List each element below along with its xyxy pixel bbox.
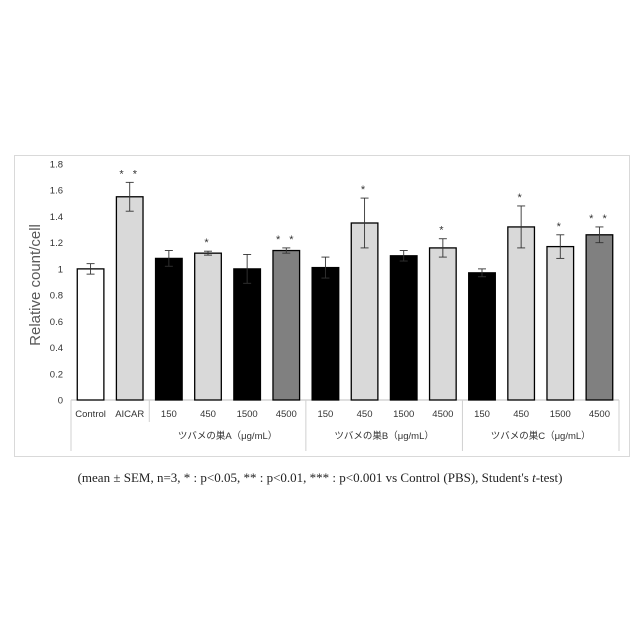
significance-marker: * xyxy=(518,192,525,204)
y-tick-label: 0 xyxy=(58,396,63,407)
significance-marker: * xyxy=(557,221,564,233)
caption-suffix: -test) xyxy=(536,470,563,485)
bar xyxy=(430,248,457,400)
caption-prefix: (mean ± SEM, n=3, * : p<0.05, ** : p<0.0… xyxy=(78,470,532,485)
bar xyxy=(77,269,104,400)
bar xyxy=(586,235,613,400)
bar xyxy=(547,247,574,400)
significance-marker: * * xyxy=(589,213,610,225)
y-tick-label: 1.4 xyxy=(50,212,63,223)
x-tick-label: 150 xyxy=(317,409,333,420)
x-tick-label: 4500 xyxy=(589,409,610,420)
x-tick-label: 4500 xyxy=(276,409,297,420)
y-tick-label: 1.8 xyxy=(50,160,63,171)
y-axis-label: Relative count/cell xyxy=(27,224,44,346)
bar-chart: Relative count/cell 0 0.2 0.4 0.6 0.8 1 1.2 1.4… xyxy=(14,155,630,457)
bar xyxy=(469,273,496,400)
x-tick-label: 150 xyxy=(474,409,490,420)
group-label: ツバメの巣A（μg/mL） xyxy=(178,430,277,442)
x-tick-label: 150 xyxy=(161,409,177,420)
significance-marker: * xyxy=(361,184,368,196)
bar xyxy=(234,269,261,400)
bar xyxy=(390,256,417,400)
x-tick-label: 1500 xyxy=(550,409,571,420)
bar xyxy=(273,251,300,400)
significance-marker: * xyxy=(204,237,211,249)
y-tick-label: 0.2 xyxy=(50,369,63,380)
x-tick-label: 1500 xyxy=(237,409,258,420)
group-label: ツバメの巣C（μg/mL） xyxy=(491,430,591,442)
x-tick-label: Control xyxy=(75,409,106,420)
figure-caption: (mean ± SEM, n=3, * : p<0.05, ** : p<0.0… xyxy=(0,470,640,486)
x-tick-label: 450 xyxy=(513,409,529,420)
x-tick-label: 450 xyxy=(200,409,216,420)
x-tick-label: 450 xyxy=(357,409,373,420)
x-tick-label: AICAR xyxy=(115,409,144,420)
bar xyxy=(116,197,143,400)
y-tick-label: 1.6 xyxy=(50,186,63,197)
bar xyxy=(156,258,183,400)
group-label: ツバメの巣B（μg/mL） xyxy=(334,430,433,442)
y-tick-label: 1.2 xyxy=(50,238,63,249)
bar xyxy=(195,253,222,400)
y-tick-label: 1 xyxy=(58,264,63,275)
y-tick-label: 0.8 xyxy=(50,291,63,302)
significance-marker: * * xyxy=(119,168,140,180)
y-tick-label: 0.6 xyxy=(50,317,63,328)
significance-marker: * xyxy=(439,225,446,237)
x-tick-label: 4500 xyxy=(432,409,453,420)
bar xyxy=(508,227,535,400)
bar xyxy=(351,223,378,400)
bar xyxy=(312,268,339,400)
significance-marker: * * xyxy=(276,234,297,246)
y-tick-label: 0.4 xyxy=(50,343,63,354)
x-tick-label: 1500 xyxy=(393,409,414,420)
chart-container: Relative count/cell 0 0.2 0.4 0.6 0.8 1 1.2 1.4… xyxy=(14,155,630,457)
